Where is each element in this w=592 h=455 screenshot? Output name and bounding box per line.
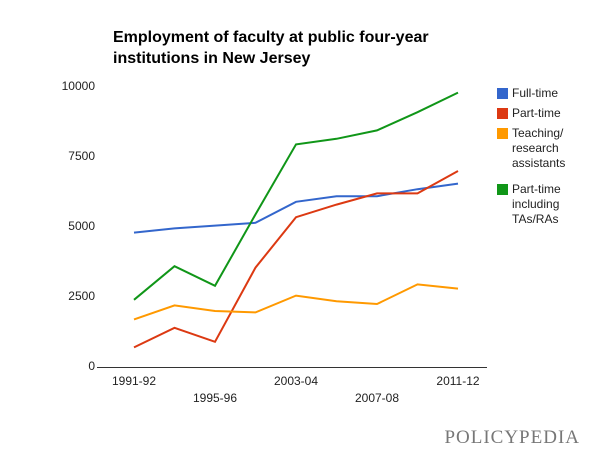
x-tick-label: 2003-04 xyxy=(274,374,318,388)
x-tick-label: 2011-12 xyxy=(436,374,479,388)
legend-swatch xyxy=(497,88,508,99)
legend-label: Full-time xyxy=(512,86,559,100)
series-line xyxy=(133,170,459,349)
legend-swatch xyxy=(497,108,508,119)
x-tick-label: 1995-96 xyxy=(193,391,237,405)
x-tick-label: 2007-08 xyxy=(355,391,399,405)
y-tick-label: 5000 xyxy=(68,219,95,233)
series-line xyxy=(133,91,459,301)
y-tick-label: 10000 xyxy=(62,79,96,93)
series-line xyxy=(133,283,459,321)
legend-label: Teaching/ research assistants xyxy=(512,126,566,170)
y-tick-label: 2500 xyxy=(68,289,95,303)
x-tick-label: 1991-92 xyxy=(112,374,156,388)
series-line xyxy=(133,182,459,234)
chart-title: Employment of faculty at public four-yea… xyxy=(113,29,429,67)
legend-swatch xyxy=(497,128,508,139)
legend-entry: Teaching/ research assistants xyxy=(497,126,587,171)
y-tick-label: 7500 xyxy=(68,149,95,163)
legend-label: Part-time including TAs/RAs xyxy=(512,182,561,226)
y-tick-label: 0 xyxy=(88,359,95,373)
legend-entry: Part-time xyxy=(497,106,587,121)
legend-swatch xyxy=(497,184,508,195)
legend-label: Part-time xyxy=(512,106,561,120)
logo: POLICYPEDIA xyxy=(444,427,580,448)
legend-entry: Part-time including TAs/RAs xyxy=(497,182,587,227)
legend-entry: Full-time xyxy=(497,86,587,101)
